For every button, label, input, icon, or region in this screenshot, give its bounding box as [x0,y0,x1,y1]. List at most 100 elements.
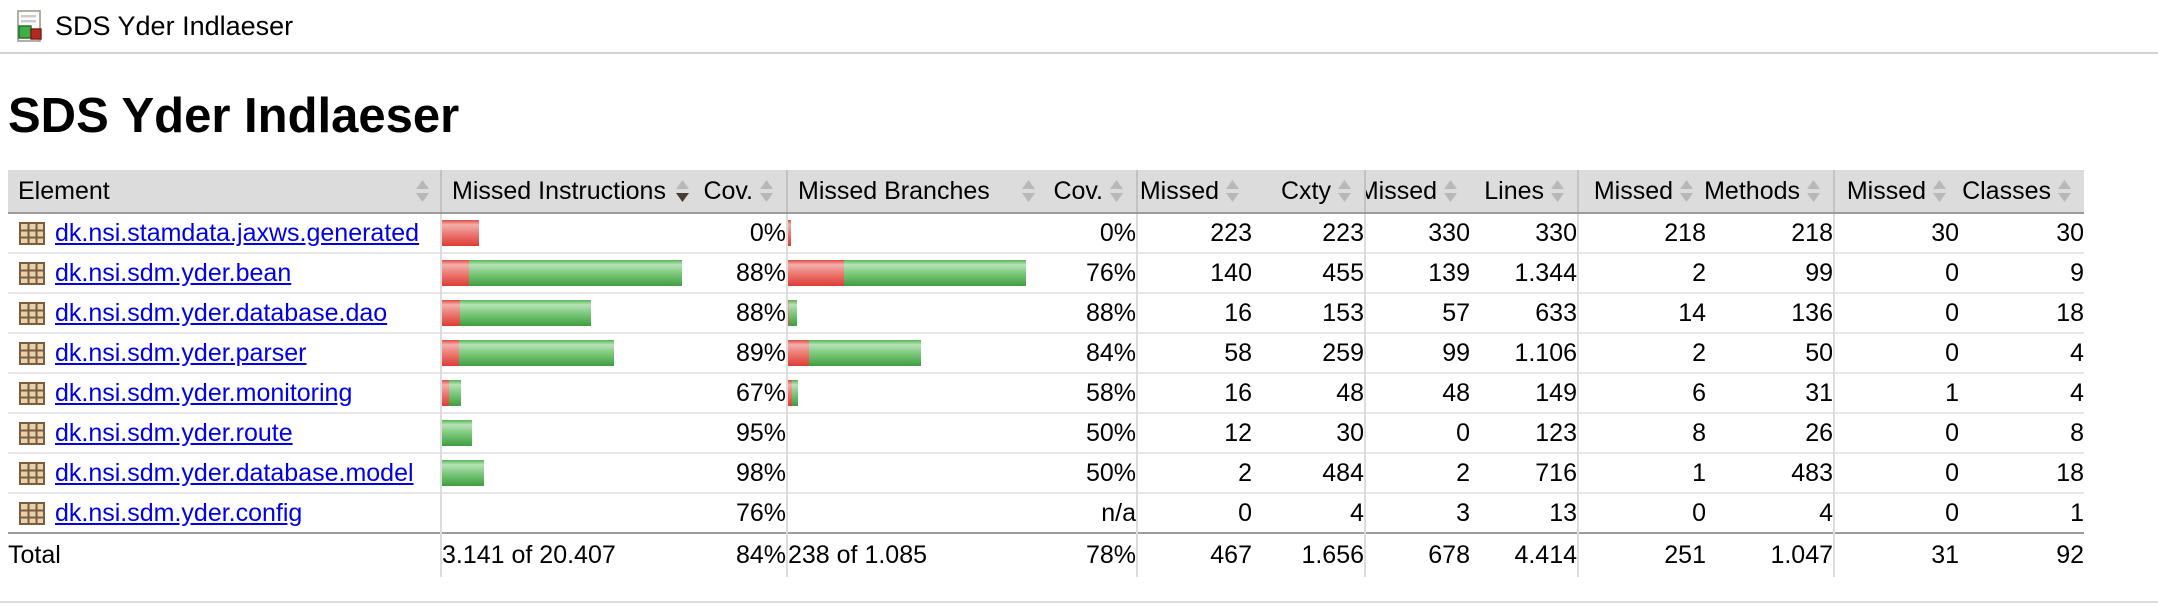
sort-icon [1680,180,1693,202]
cell-classes: 18 [1959,292,2084,333]
cell-cxty: 259 [1252,332,1365,373]
package-link[interactable]: dk.nsi.sdm.yder.database.model [55,458,414,487]
package-link[interactable]: dk.nsi.sdm.yder.parser [55,338,307,367]
col-header-methods[interactable]: Methods [1706,170,1834,214]
cell-lines: 1.106 [1470,332,1578,373]
package-link[interactable]: dk.nsi.sdm.yder.route [55,418,293,447]
cell-branch-bar [786,452,1046,493]
col-header-missed[interactable]: Missed [1364,170,1470,214]
col-header-label: Missed Branches [798,176,990,205]
package-link[interactable]: dk.nsi.sdm.yder.monitoring [55,378,353,407]
bar-covered [459,340,614,366]
bar-covered [443,420,472,446]
cell-classes: 30 [2056,218,2084,247]
table-header: Element Missed Instructions Cov. Missed … [8,170,2084,214]
cell-element: dk.nsi.sdm.yder.monitoring [8,372,441,413]
package-icon [19,222,45,245]
cell-missed-cxty: 16 [1136,372,1252,413]
sort-icon [1551,180,1564,202]
cell-total-missed-methods: 251 [1577,532,1706,577]
branch-coverage-bar [789,420,1046,446]
cell-total-classes: 92 [1959,532,2084,577]
sort-icon [416,180,429,202]
col-header-missed[interactable]: Missed [1833,170,1959,214]
cell-missed-cxty: 0 [1136,492,1252,533]
cell-instruction-coverage: 98% [700,452,787,493]
cell-instruction-bar [440,412,700,453]
bar-covered [789,300,797,326]
package-link[interactable]: dk.nsi.stamdata.jaxws.generated [55,218,420,247]
col-header-cov-[interactable]: Cov. [1046,170,1137,214]
cell-missed-cxty: 2 [1136,452,1252,493]
sort-icon [1338,180,1351,202]
table-body: dk.nsi.stamdata.jaxws.generated 0% 0% 223… [8,213,2084,533]
package-icon [19,502,45,525]
cell-missed-lines: 57 [1364,292,1470,333]
cell-lines: 1.344 [1470,252,1578,293]
bar-covered [809,340,921,366]
cell-branch-bar [786,292,1046,333]
cell-cxty: 484 [1252,452,1365,493]
cell-branch-coverage: n/a [1046,492,1137,533]
branch-coverage-bar [789,380,1046,406]
col-header-classes[interactable]: Classes [1959,170,2084,214]
bar-missed [443,220,479,246]
cell-missed-methods: 0 [1577,492,1706,533]
col-header-missed[interactable]: Missed [1136,170,1252,214]
col-header-cov-[interactable]: Cov. [700,170,787,214]
bar-missed [443,300,460,326]
package-link[interactable]: dk.nsi.sdm.yder.bean [55,258,292,287]
cell-branch-coverage: 88% [1046,292,1137,333]
package-icon [19,422,45,445]
instruction-coverage-bar [443,220,700,246]
col-header-missed-instructions[interactable]: Missed Instructions [440,170,700,214]
col-header-missed-branches[interactable]: Missed Branches [786,170,1046,214]
cell-element: dk.nsi.sdm.yder.config [8,492,441,533]
col-header-missed[interactable]: Missed [1577,170,1706,214]
cell-classes: 8 [1959,412,2084,453]
package-icon [19,382,45,405]
cell-element: dk.nsi.sdm.yder.database.model [8,452,441,493]
branch-coverage-bar [789,500,1046,526]
cell-instruction-bar [440,492,700,533]
cell-branch-bar [786,213,1046,253]
bar-missed [443,380,449,406]
col-header-label: Cxty [1281,176,1331,205]
instruction-coverage-bar [443,380,700,406]
cell-methods: 218 [1791,218,1833,247]
package-link[interactable]: dk.nsi.sdm.yder.config [55,498,303,527]
sort-icon [1444,180,1457,202]
package-link[interactable]: dk.nsi.sdm.yder.database.dao [55,298,388,327]
cell-instruction-coverage: 67% [700,372,787,413]
cell-instruction-coverage: 88% [700,252,787,293]
cell-cxty: 30 [1252,412,1365,453]
cell-branch-coverage: 0% [1099,218,1136,247]
cell-element: dk.nsi.sdm.yder.bean [8,252,441,293]
cell-classes: 4 [1959,372,2084,413]
cell-missed-methods: 14 [1577,292,1706,333]
bar-missed [789,340,809,366]
breadcrumb[interactable]: SDS Yder Indlaeser [12,9,293,43]
package-icon [19,462,45,485]
table-row: dk.nsi.sdm.yder.database.model 98% 50% 2 4… [8,452,2084,493]
cell-missed-methods: 8 [1577,412,1706,453]
cell-instruction-bar [440,332,700,373]
cell-cxty: 455 [1252,252,1365,293]
cell-missed-cxty: 140 [1136,252,1252,293]
cell-missed-methods: 2 [1577,252,1706,293]
breadcrumb-label: SDS Yder Indlaeser [55,10,294,41]
cell-total-branch-coverage: 78% [1046,532,1137,577]
cell-missed-cxty: 58 [1136,332,1252,373]
col-header-element[interactable]: Element [8,170,441,214]
cell-total-missed-cxty: 467 [1136,532,1252,577]
col-header-lines[interactable]: Lines [1470,170,1578,214]
cell-missed-methods: 218 [1577,213,1706,253]
cell-branch-bar [786,492,1046,533]
col-header-cxty[interactable]: Cxty [1252,170,1365,214]
sort-icon [1110,180,1123,202]
col-header-label: Classes [1962,176,2051,205]
cell-branch-coverage: 76% [1046,252,1137,293]
cell-instruction-coverage: 88% [700,292,787,333]
cell-classes: 1 [1959,492,2084,533]
cell-missed-methods: 1 [1577,452,1706,493]
